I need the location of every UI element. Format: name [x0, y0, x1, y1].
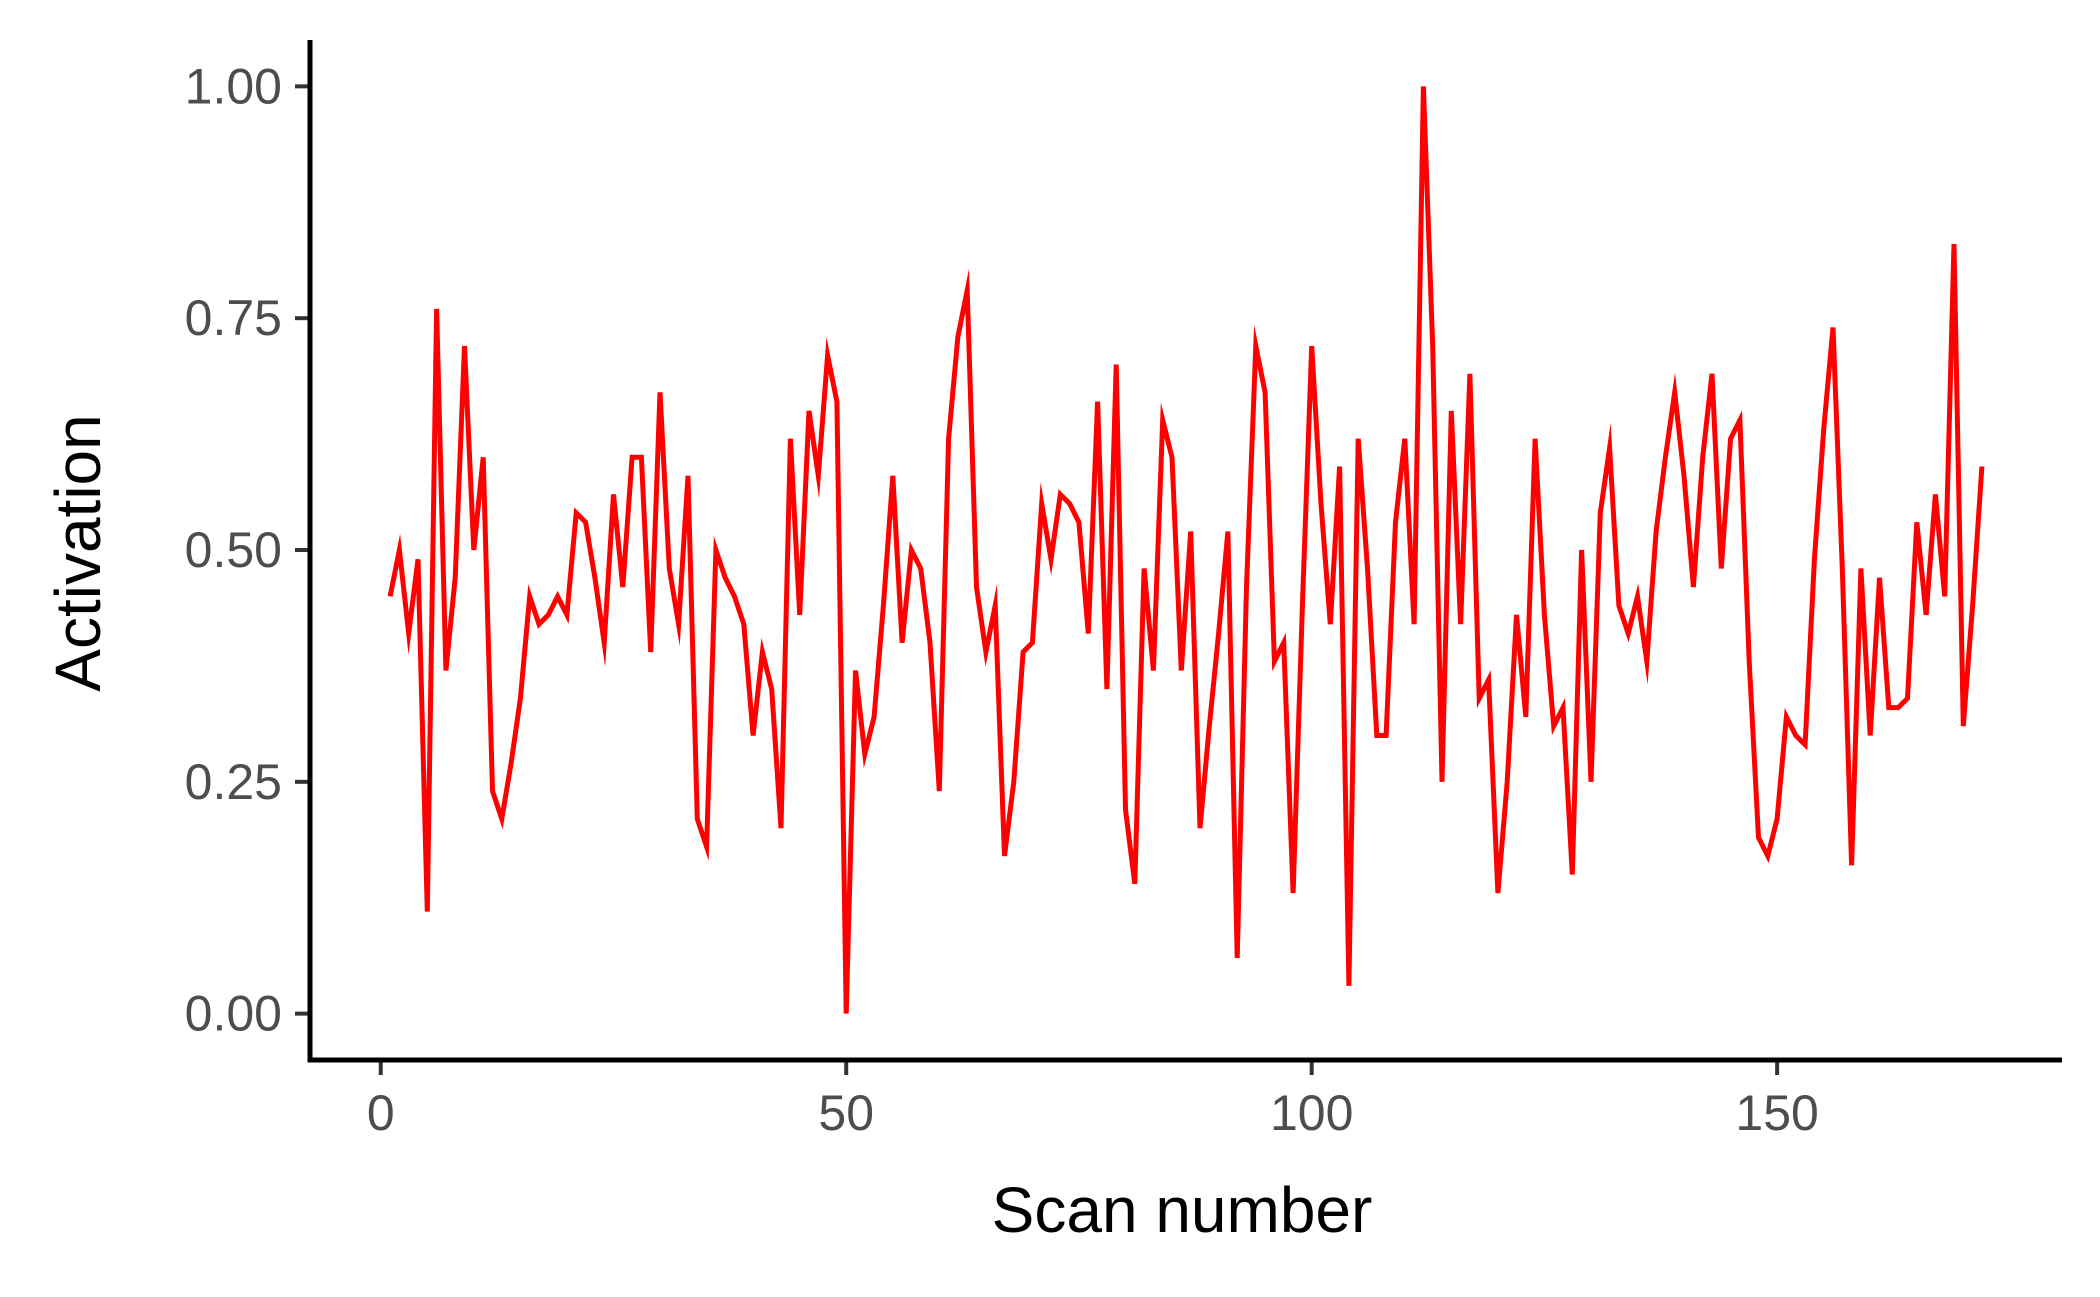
x-axis-ticks: 0 50 100 150 — [367, 1060, 1819, 1141]
series-layer — [387, 86, 1985, 1014]
x-tick-label: 150 — [1735, 1085, 1818, 1141]
x-tick-label: 0 — [367, 1085, 395, 1141]
y-tick-label: 0.50 — [185, 522, 282, 578]
y-tick-label: 0.25 — [185, 754, 282, 810]
y-axis-ticks: 0.00 0.25 0.50 0.75 1.00 — [185, 58, 310, 1042]
activation-line — [387, 86, 1985, 1014]
x-tick-label: 100 — [1270, 1085, 1353, 1141]
y-tick-label: 1.00 — [185, 58, 282, 114]
x-axis-title: Scan number — [992, 1174, 1373, 1246]
x-tick-label: 50 — [818, 1085, 874, 1141]
y-axis-title: Activation — [42, 414, 114, 691]
y-tick-label: 0.00 — [185, 986, 282, 1042]
y-tick-label: 0.75 — [185, 290, 282, 346]
